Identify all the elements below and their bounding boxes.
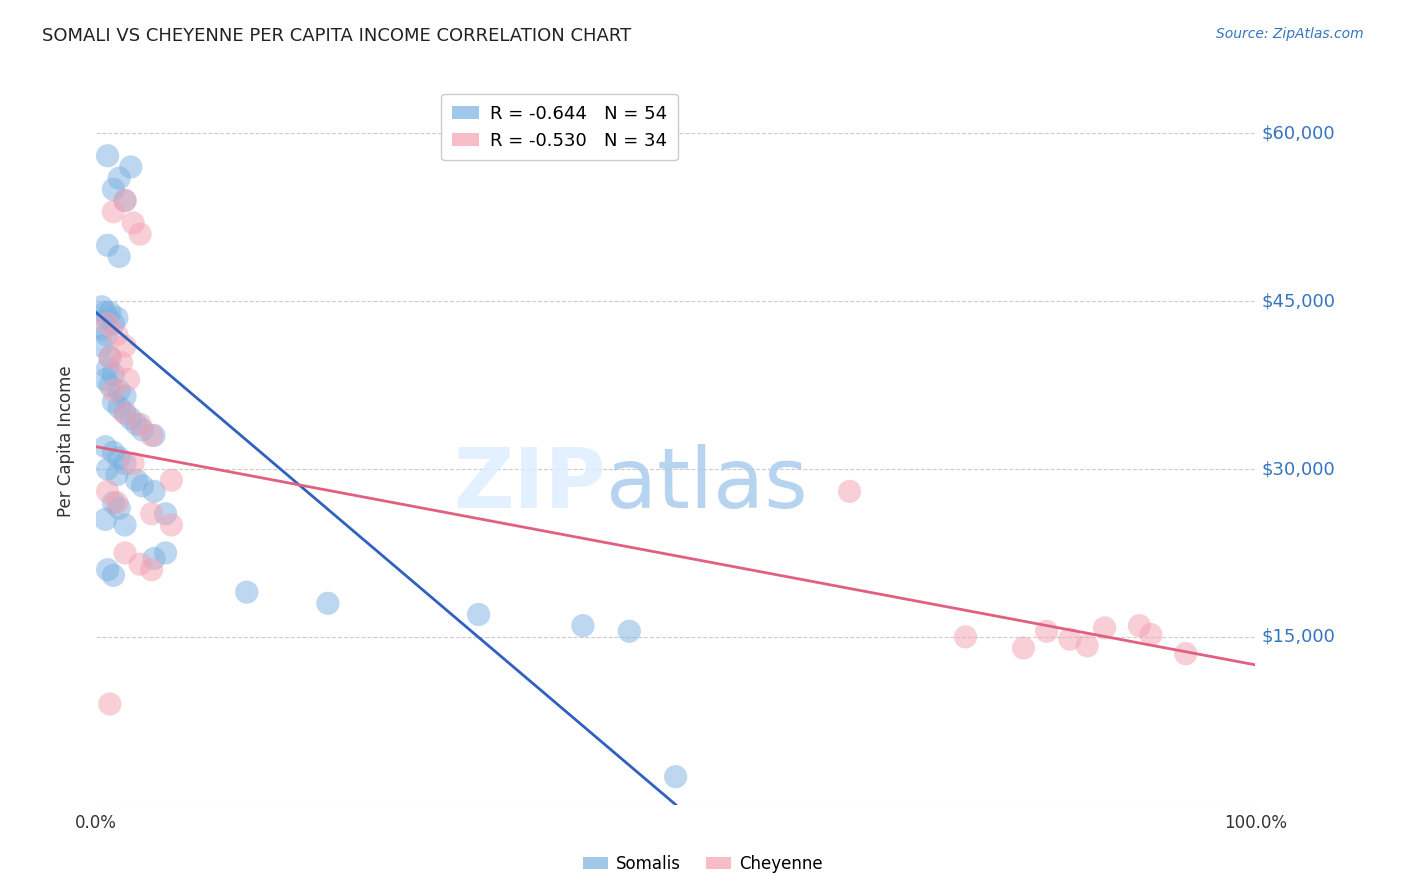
Point xyxy=(143,428,166,442)
Point xyxy=(108,171,131,186)
Point xyxy=(120,160,142,174)
Point xyxy=(665,770,688,784)
Text: $45,000: $45,000 xyxy=(1261,293,1336,310)
Point xyxy=(97,238,120,252)
Point xyxy=(131,479,153,493)
Text: $15,000: $15,000 xyxy=(1261,628,1334,646)
Point xyxy=(98,697,121,711)
Point xyxy=(105,310,128,325)
Text: SOMALI VS CHEYENNE PER CAPITA INCOME CORRELATION CHART: SOMALI VS CHEYENNE PER CAPITA INCOME COR… xyxy=(42,27,631,45)
Point xyxy=(108,384,131,398)
Point xyxy=(160,518,183,533)
Point xyxy=(105,467,128,482)
Point xyxy=(114,389,136,403)
Point xyxy=(103,384,125,398)
Point xyxy=(160,473,183,487)
Point xyxy=(110,356,132,370)
Point xyxy=(98,305,121,319)
Point xyxy=(117,372,139,386)
Point xyxy=(114,406,136,420)
Point xyxy=(114,194,136,208)
Point xyxy=(129,417,152,432)
Point xyxy=(129,227,152,241)
Point xyxy=(122,216,145,230)
Point xyxy=(114,406,136,420)
Y-axis label: Per Capita Income: Per Capita Income xyxy=(58,365,75,516)
Point xyxy=(1076,639,1098,653)
Point xyxy=(97,310,120,325)
Point xyxy=(155,546,177,560)
Point xyxy=(94,512,117,526)
Legend: Somalis, Cheyenne: Somalis, Cheyenne xyxy=(576,848,830,880)
Point xyxy=(955,630,977,644)
Point xyxy=(105,327,128,342)
Point xyxy=(1035,624,1057,639)
Point xyxy=(129,557,152,571)
Point xyxy=(108,450,131,465)
Point xyxy=(105,495,128,509)
Point xyxy=(141,507,163,521)
Point xyxy=(97,149,120,163)
Point xyxy=(619,624,641,639)
Point xyxy=(94,372,117,386)
Point xyxy=(838,484,860,499)
Point xyxy=(108,401,131,415)
Point xyxy=(125,417,148,432)
Point xyxy=(97,484,120,499)
Point xyxy=(98,350,121,364)
Text: ZIP: ZIP xyxy=(454,444,606,525)
Point xyxy=(114,457,136,471)
Point xyxy=(235,585,257,599)
Point xyxy=(122,457,145,471)
Text: $30,000: $30,000 xyxy=(1261,460,1334,478)
Point xyxy=(572,618,595,632)
Point xyxy=(103,568,125,582)
Point xyxy=(103,317,125,331)
Point xyxy=(155,507,177,521)
Text: Source: ZipAtlas.com: Source: ZipAtlas.com xyxy=(1216,27,1364,41)
Point xyxy=(103,367,125,381)
Point xyxy=(1059,632,1081,646)
Text: atlas: atlas xyxy=(606,444,808,525)
Point xyxy=(141,563,163,577)
Point xyxy=(97,563,120,577)
Point xyxy=(125,473,148,487)
Point xyxy=(467,607,489,622)
Point xyxy=(114,339,136,353)
Text: $60,000: $60,000 xyxy=(1261,124,1334,143)
Point xyxy=(114,518,136,533)
Point xyxy=(114,194,136,208)
Point xyxy=(141,428,163,442)
Point xyxy=(90,300,112,314)
Point xyxy=(131,423,153,437)
Point xyxy=(1128,618,1150,632)
Point xyxy=(103,395,125,409)
Point xyxy=(143,484,166,499)
Point xyxy=(94,305,117,319)
Point xyxy=(98,350,121,364)
Point xyxy=(97,462,120,476)
Point xyxy=(91,322,114,336)
Point xyxy=(97,317,120,331)
Point xyxy=(143,551,166,566)
Point xyxy=(103,182,125,196)
Legend: R = -0.644   N = 54, R = -0.530   N = 34: R = -0.644 N = 54, R = -0.530 N = 34 xyxy=(441,94,678,161)
Point xyxy=(114,546,136,560)
Point xyxy=(1094,621,1116,635)
Point xyxy=(103,445,125,459)
Point xyxy=(103,204,125,219)
Point xyxy=(1140,627,1163,641)
Point xyxy=(1174,647,1197,661)
Point xyxy=(98,378,121,392)
Point xyxy=(96,327,118,342)
Point xyxy=(120,411,142,425)
Point xyxy=(108,250,131,264)
Point xyxy=(1012,641,1035,656)
Point xyxy=(97,361,120,376)
Point xyxy=(316,596,339,610)
Point xyxy=(94,440,117,454)
Point xyxy=(103,495,125,509)
Point xyxy=(90,339,112,353)
Point xyxy=(108,501,131,516)
